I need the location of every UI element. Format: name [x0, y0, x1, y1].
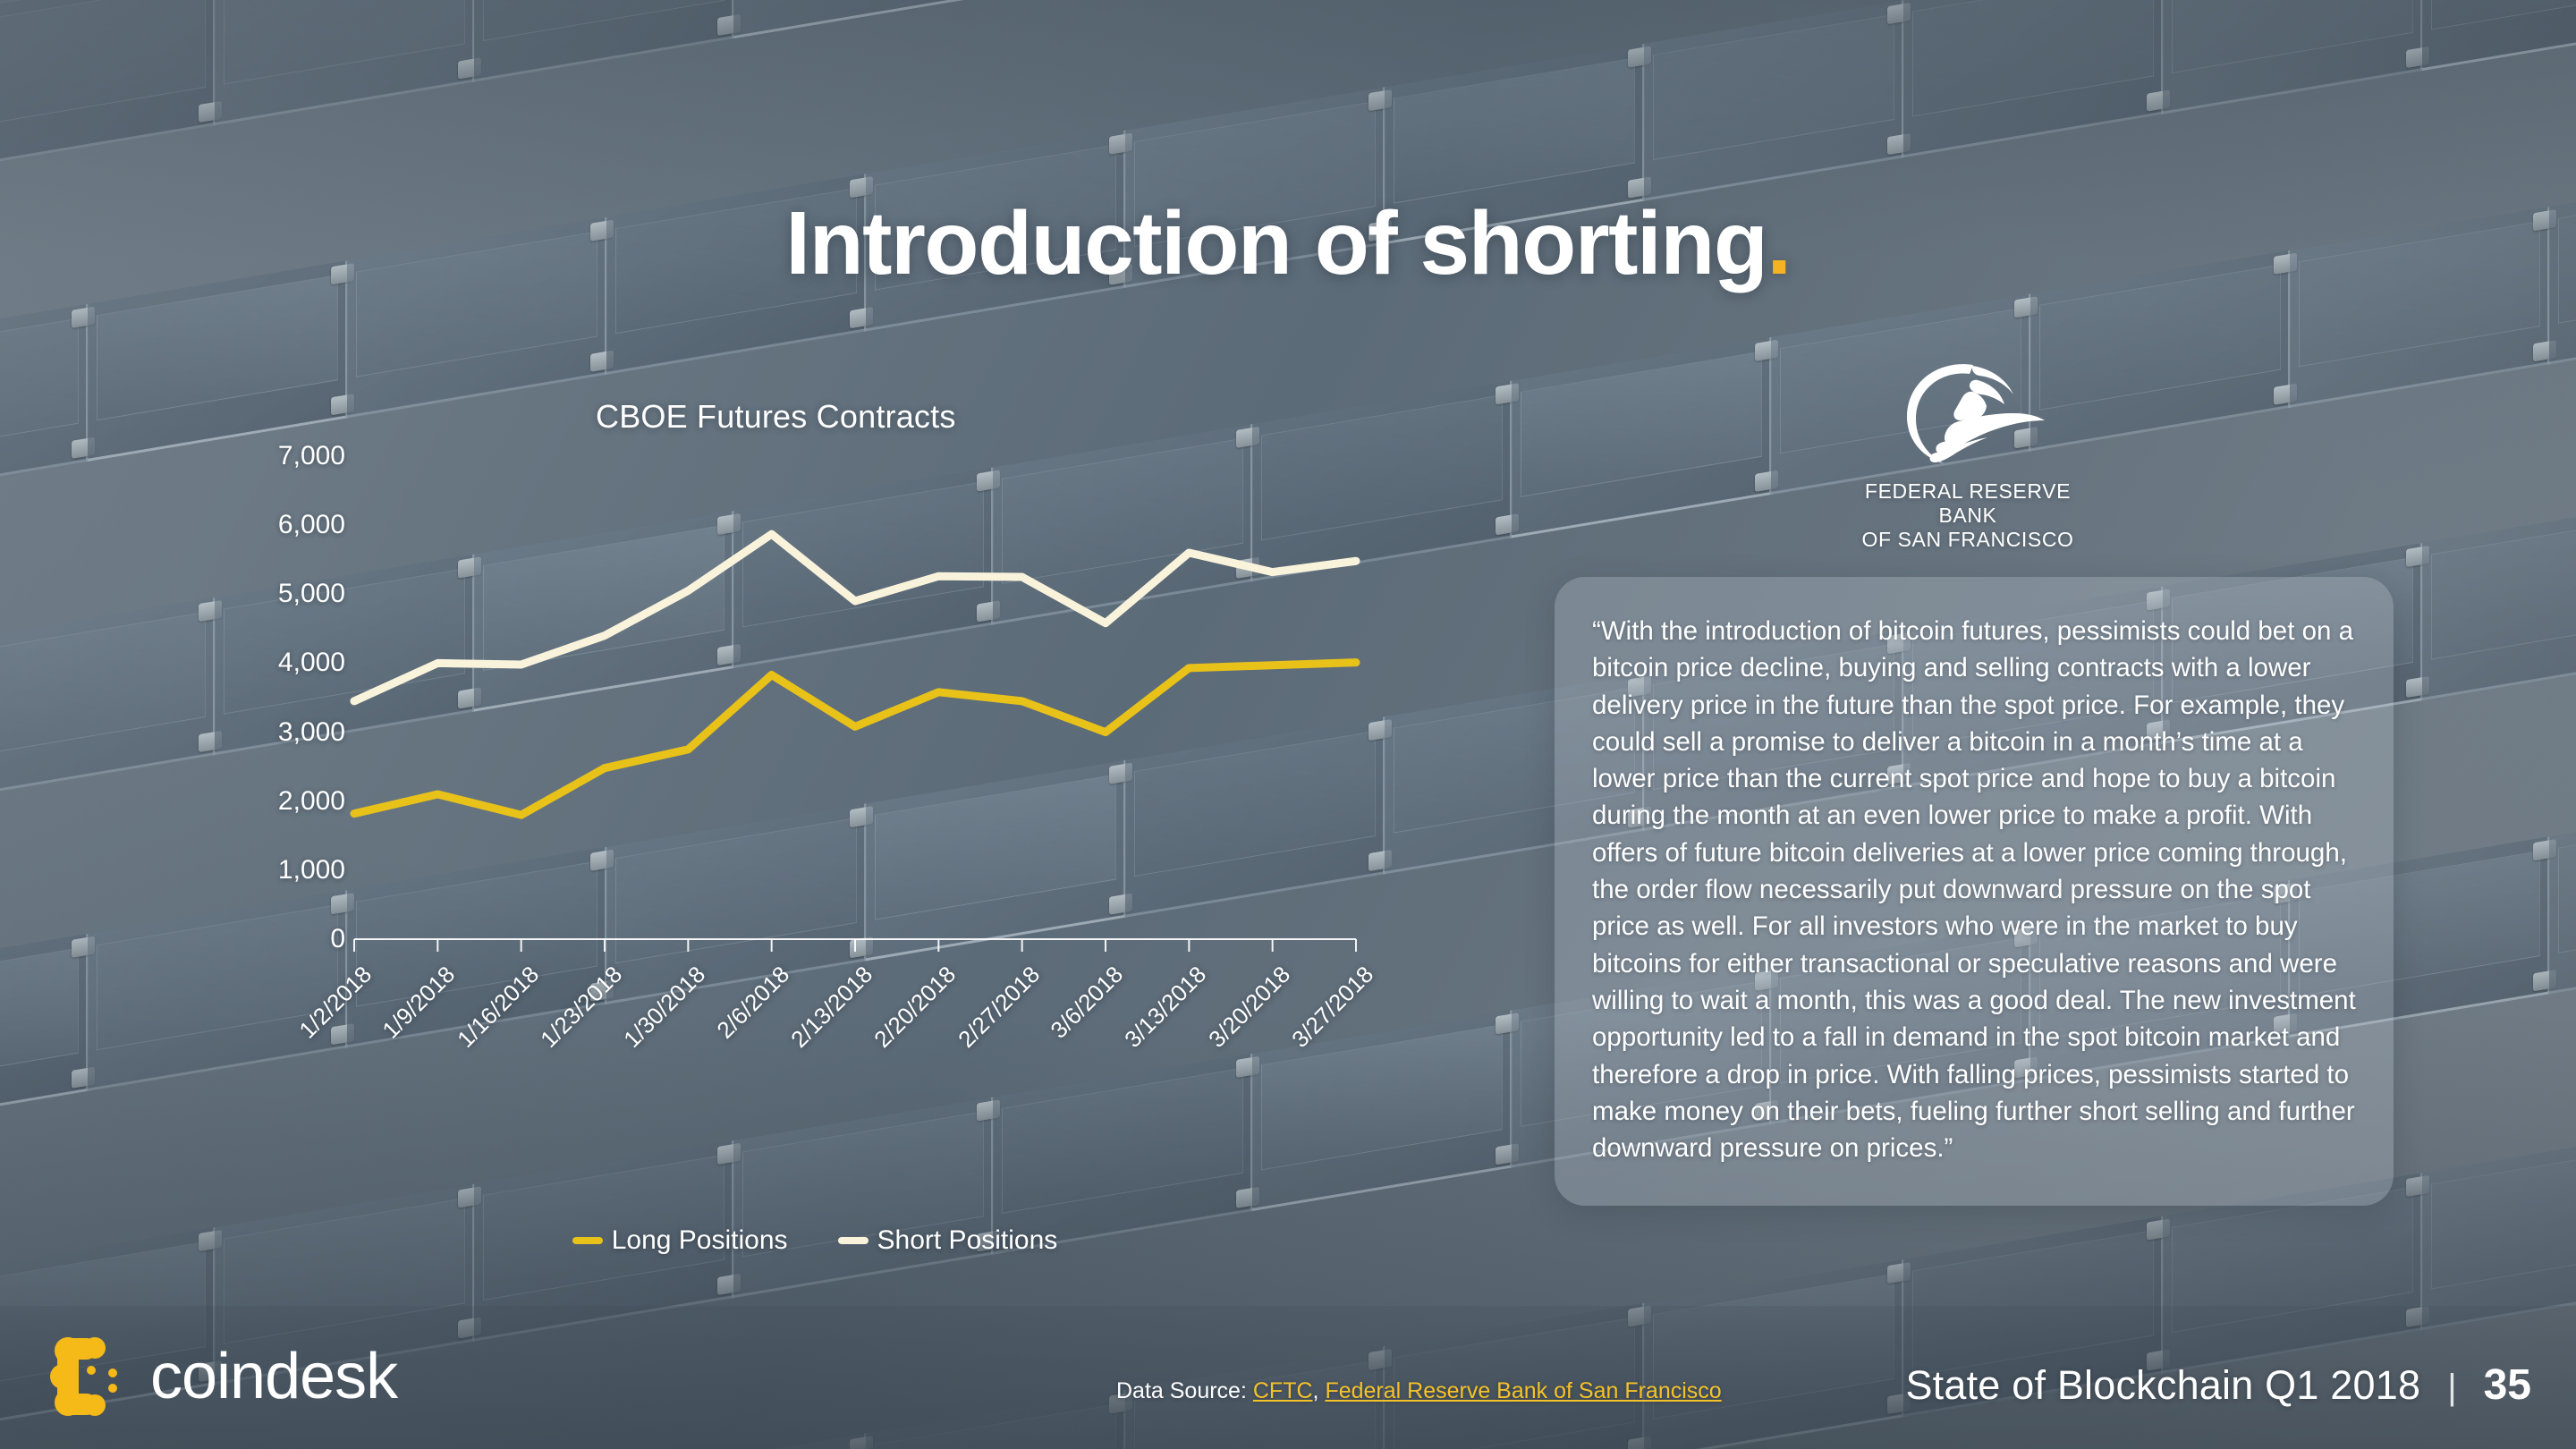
chart-y-axis: 0 1,000 2,000 3,000 4,000 5,000 6,000 7,000: [220, 429, 345, 1216]
coindesk-brand[interactable]: coindesk: [50, 1336, 398, 1417]
deck-info: State of Blockchain Q1 2018 | 35: [1905, 1360, 2531, 1410]
data-source-separator: ,: [1312, 1378, 1326, 1403]
chart-series-svg: [350, 530, 1360, 952]
deck-separator: |: [2447, 1368, 2457, 1407]
y-axis-tick-label: 5,000: [277, 579, 345, 609]
deck-title: State of Blockchain Q1 2018: [1905, 1362, 2421, 1408]
quote-text: “With the introduction of bitcoin future…: [1592, 616, 2356, 1164]
frbsf-logo-name-line1: FEDERAL RESERVE BANK: [1864, 479, 2072, 528]
chart: CBOE Futures Contracts 0 1,000 2,000 3,000 4…: [220, 376, 1410, 1324]
chart-title: CBOE Futures Contracts: [596, 398, 956, 435]
y-axis-tick-label: 4,000: [277, 648, 345, 678]
legend-label: Short Positions: [877, 1225, 1058, 1255]
y-axis-tick-label: 2,000: [277, 785, 345, 816]
legend-label: Long Positions: [611, 1225, 788, 1255]
quote-card: “With the introduction of bitcoin future…: [1555, 577, 2394, 1207]
eagle-wave-icon: [1907, 364, 2045, 463]
y-axis-tick-label: 3,000: [277, 716, 345, 747]
chart-x-axis: 1/2/2018 1/9/2018 1/16/2018 1/23/2018 1/30/2…: [220, 429, 1410, 1053]
footer-bar: coindesk Data Source: CFTC, Federal Rese…: [0, 1306, 2576, 1449]
coindesk-wordmark: coindesk: [150, 1341, 398, 1412]
legend-swatch-icon: [572, 1237, 603, 1244]
coindesk-logo-icon: [50, 1337, 117, 1416]
frbsf-logo-name-line2: OF SAN FRANCISCO: [1861, 528, 2074, 552]
data-source-label: Data Source:: [1116, 1378, 1247, 1403]
title-accent-dot: .: [1767, 193, 1792, 293]
data-source-link-cftc[interactable]: CFTC: [1252, 1378, 1313, 1403]
page-title-text: Introduction of shorting: [785, 193, 1768, 293]
data-source: Data Source: CFTC, Federal Reserve Bank …: [1116, 1378, 1722, 1404]
page-number: 35: [2483, 1361, 2531, 1409]
frbsf-logo: FEDERAL RESERVE BANK OF SAN FRANCISCO: [1843, 358, 2093, 552]
y-axis-tick-label: 7,000: [277, 441, 345, 470]
y-axis-tick-label: 0: [330, 924, 345, 953]
legend-swatch-icon: [837, 1237, 869, 1244]
chart-legend: Long Positions Short Positions: [220, 1225, 1410, 1256]
legend-item[interactable]: Long Positions: [572, 1225, 788, 1256]
y-axis-tick-label: 1,000: [277, 854, 345, 885]
y-axis-tick-label: 6,000: [277, 510, 345, 540]
chart-line-series-0: [350, 658, 1360, 819]
page-title: Introduction of shorting.: [0, 199, 2576, 288]
chart-line-series-1: [350, 530, 1360, 706]
legend-item[interactable]: Short Positions: [837, 1225, 1058, 1256]
frbsf-logo-name: FEDERAL RESERVE BANK OF SAN FRANCISCO: [1843, 479, 2093, 552]
data-source-link-frbsf[interactable]: Federal Reserve Bank of San Francisco: [1325, 1378, 1722, 1403]
chart-plot-area: 0 1,000 2,000 3,000 4,000 5,000 6,000 7,000 1/2…: [220, 429, 1410, 1216]
